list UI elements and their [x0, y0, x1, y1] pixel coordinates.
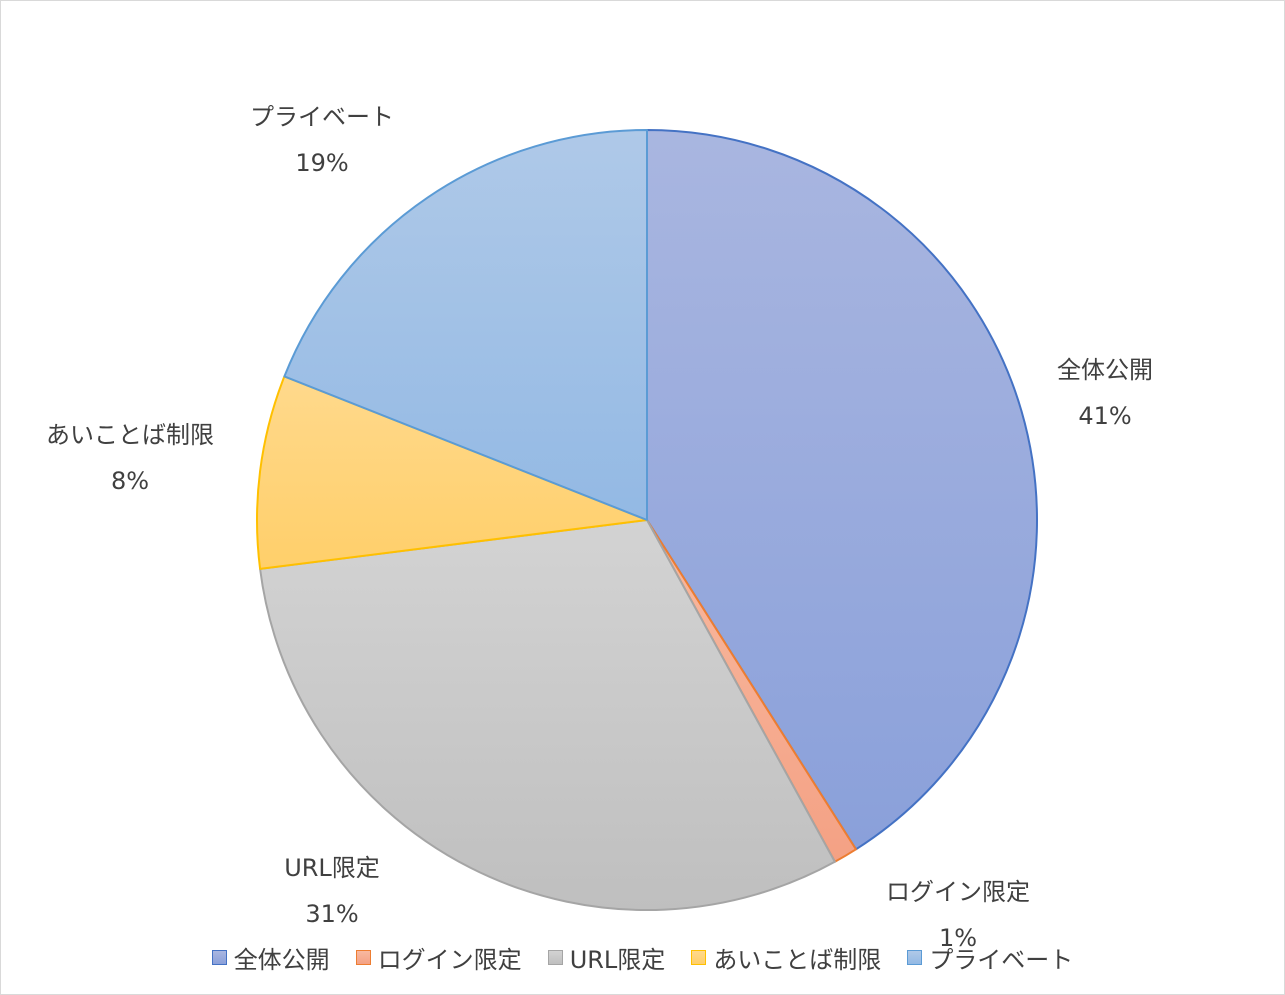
legend-item-url-gentei: URL限定 [547, 940, 666, 975]
data-label-login-gentei: ログイン限定 1% [886, 869, 1030, 961]
legend-label-aikotoba-seigen: あいことば制限 [713, 945, 882, 974]
data-label-private-pct: 19% [295, 149, 349, 177]
legend-label-url-gentei: URL限定 [569, 945, 666, 974]
data-label-private-name: プライベート [250, 103, 394, 131]
data-label-login-gentei-pct: 1% [938, 924, 978, 952]
legend-label-login-gentei: ログイン限定 [377, 945, 522, 974]
pie-slice-aikotoba-seigen [256, 375, 648, 570]
data-label-login-gentei-name: ログイン限定 [886, 878, 1030, 906]
data-label-url-gentei: URL限定 31% [284, 845, 380, 937]
legend: 全体公開 ログイン限定 URL限定 あいことば制限 プライベート [1, 937, 1284, 977]
data-label-private: プライベート 19% [250, 94, 394, 186]
legend-item-login-gentei: ログイン限定 [355, 940, 522, 975]
pie-slice-zentai-kokai [646, 129, 1038, 851]
data-label-zentai-kokai-pct: 41% [1078, 402, 1132, 430]
legend-swatch-login-gentei [355, 949, 371, 965]
legend-item-private: プライベート [907, 940, 1073, 975]
legend-swatch-zentai-kokai [211, 949, 227, 965]
data-label-zentai-kokai: 全体公開 41% [1057, 347, 1153, 439]
data-label-aikotoba-seigen-name: あいことば制限 [46, 421, 214, 449]
data-label-url-gentei-pct: 31% [305, 900, 359, 928]
legend-label-private: プライベート [929, 945, 1074, 974]
legend-swatch-private [907, 949, 923, 965]
legend-label-zentai-kokai: 全体公開 [233, 945, 330, 974]
pie-slice-url-gentei [259, 519, 836, 911]
data-label-aikotoba-seigen-pct: 8% [110, 467, 150, 495]
legend-item-aikotoba-seigen: あいことば制限 [691, 940, 881, 975]
data-label-url-gentei-name: URL限定 [284, 854, 380, 882]
data-label-aikotoba-seigen: あいことば制限 8% [46, 412, 214, 504]
pie-slice-private [283, 129, 648, 521]
data-label-zentai-kokai-name: 全体公開 [1057, 356, 1153, 384]
legend-item-zentai-kokai: 全体公開 [211, 940, 330, 975]
legend-swatch-url-gentei [547, 949, 563, 965]
legend-swatch-aikotoba-seigen [691, 949, 707, 965]
